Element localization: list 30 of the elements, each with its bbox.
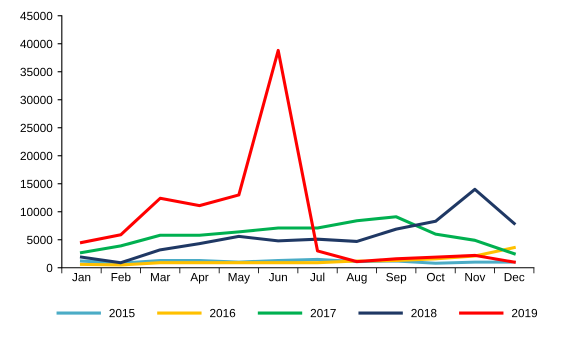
y-tick-label: 20000 [20, 152, 52, 160]
legend-label: 2019 [512, 308, 538, 318]
y-tick-label: 45000 [20, 12, 52, 20]
x-tick-label: Nov [465, 273, 486, 282]
x-tick-label: Dec [504, 273, 524, 282]
line-series [80, 215, 516, 256]
x-tick-label: Jun [268, 273, 287, 282]
x-tick-label: Jul [310, 272, 324, 282]
legend-label: 2016 [210, 308, 236, 318]
y-tick-label: 40000 [20, 40, 52, 48]
y-tick-label: 15000 [20, 180, 52, 188]
x-tick-label: Jan [72, 273, 90, 282]
y-tick-label: 10000 [20, 208, 52, 216]
legend-label: 2018 [411, 308, 436, 318]
y-tick-label: 30000 [20, 96, 52, 104]
line-series [80, 188, 516, 264]
x-tick-label: Sep [386, 272, 406, 284]
x-tick-label: Aug [346, 273, 367, 284]
x-tick-label: Apr [190, 273, 208, 284]
x-tick-label: Oct [426, 272, 445, 282]
line-series [80, 48, 516, 264]
y-tick-label: 25000 [20, 124, 52, 132]
y-tick-label: 5000 [27, 236, 52, 244]
legend-label: 2017 [310, 308, 336, 318]
x-tick-label: Mar [150, 273, 170, 282]
legend-label: 2015 [109, 308, 135, 318]
x-tick-label: May [228, 273, 250, 284]
y-tick-label: 0 [46, 264, 52, 272]
y-tick-label: 35000 [20, 68, 52, 76]
x-tick-label: Feb [112, 272, 131, 282]
